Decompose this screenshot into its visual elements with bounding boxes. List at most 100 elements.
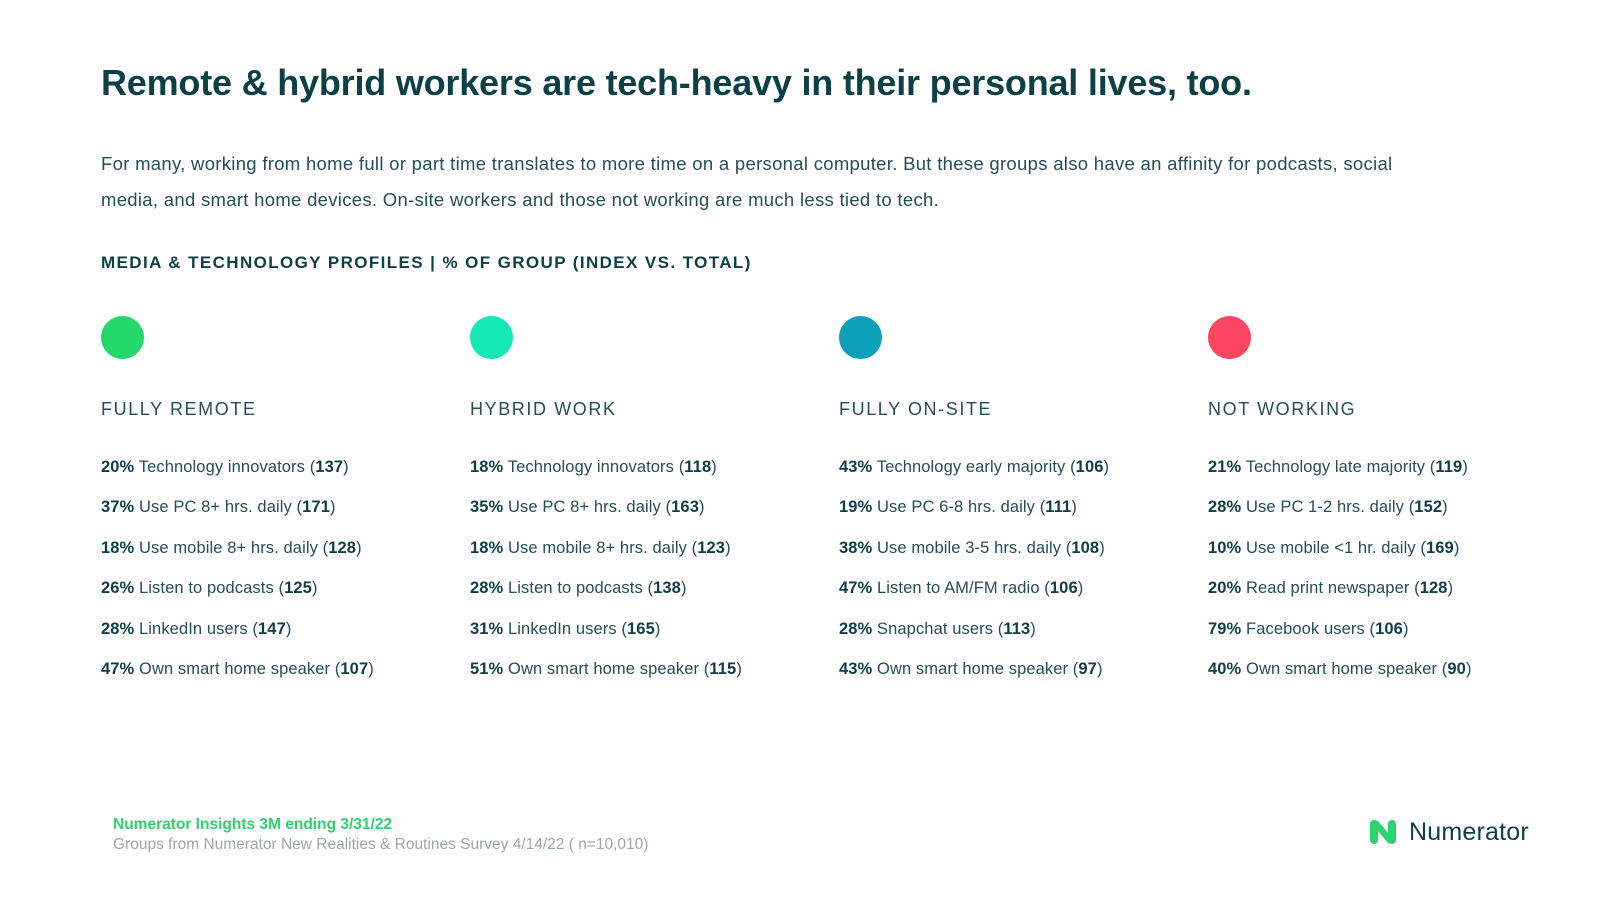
page-title: Remote & hybrid workers are tech-heavy i…: [101, 62, 1252, 103]
footer-source-line: Numerator Insights 3M ending 3/31/22: [113, 816, 393, 833]
stat-index: 138: [653, 579, 681, 598]
stat-label: Listen to podcasts: [139, 579, 274, 598]
stat-percent: 79%: [1208, 619, 1242, 638]
stat-index: 128: [1419, 579, 1448, 598]
stat-item: 79% Facebook users (106): [1208, 619, 1409, 638]
stat-label: Technology early majority: [876, 458, 1066, 476]
stat-label: Facebook users: [1246, 619, 1365, 638]
stat-percent: 28%: [470, 579, 504, 598]
stat-label: LinkedIn users: [139, 619, 248, 638]
group-color-dot-icon: [1208, 316, 1251, 359]
stat-label: Own smart home speaker: [139, 659, 331, 678]
group-name: FULLY ON-SITE: [839, 399, 993, 419]
stat-item: 47% Listen to AM/FM radio (106): [839, 579, 1084, 598]
stat-index: 137: [315, 458, 344, 476]
stat-index: 169: [1425, 538, 1454, 557]
stat-index: 107: [340, 659, 369, 678]
stat-item: 28% LinkedIn users (147): [101, 619, 292, 638]
stat-index: 118: [684, 458, 712, 476]
stat-label: Use PC 6-8 hrs. daily: [877, 498, 1036, 517]
group-column-not-working: NOT WORKING 21% Technology late majority…: [1208, 316, 1548, 700]
stat-label: Snapchat users: [877, 619, 994, 638]
stat-label: Own smart home speaker: [508, 659, 700, 678]
stat-percent: 10%: [1208, 538, 1242, 557]
stat-item: 40% Own smart home speaker (90): [1208, 659, 1472, 678]
stat-index: 106: [1375, 619, 1403, 638]
stat-index: 106: [1049, 579, 1078, 598]
stat-percent: 19%: [839, 498, 873, 517]
stat-index: 97: [1078, 659, 1097, 678]
brand-logo: Numerator: [1368, 817, 1529, 847]
group-column-fully-remote: FULLY REMOTE 20% Technology innovators (…: [101, 316, 441, 700]
stat-index: 125: [284, 579, 312, 598]
stat-percent: 47%: [101, 659, 135, 678]
stat-item: 37% Use PC 8+ hrs. daily (171): [101, 498, 336, 517]
stat-label: Technology innovators: [507, 458, 675, 476]
footer-source: Numerator Insights 3M ending 3/31/22 Gro…: [113, 816, 648, 854]
stat-index: 119: [1435, 458, 1463, 476]
stat-percent: 28%: [839, 619, 873, 638]
stat-index: 163: [671, 498, 699, 517]
group-name: NOT WORKING: [1208, 399, 1357, 419]
stat-percent: 26%: [101, 579, 135, 598]
stat-item: 21% Technology late majority (119): [1208, 458, 1468, 476]
stat-label: Listen to AM/FM radio: [877, 579, 1040, 598]
footer-note-line: Groups from Numerator New Realities & Ro…: [113, 836, 649, 853]
stat-index: 108: [1071, 538, 1100, 557]
stat-item: 18% Technology innovators (118): [470, 458, 717, 476]
stat-percent: 20%: [101, 458, 135, 476]
stat-item: 26% Listen to podcasts (125): [101, 579, 318, 598]
stat-label: Technology innovators: [138, 458, 306, 476]
stat-item: 43% Own smart home speaker (97): [839, 659, 1103, 678]
stat-item: 28% Listen to podcasts (138): [470, 579, 687, 598]
stat-index: 111: [1045, 498, 1072, 517]
brand-name: Numerator: [1409, 817, 1529, 846]
stat-index: 171: [302, 498, 330, 517]
stat-percent: 37%: [101, 498, 135, 517]
group-column-hybrid-work: HYBRID WORK 18% Technology innovators (1…: [470, 316, 810, 700]
stat-index: 147: [258, 619, 286, 638]
stat-item: 47% Own smart home speaker (107): [101, 659, 374, 678]
stat-item: 28% Snapchat users (113): [839, 619, 1036, 638]
stat-label: Use PC 1-2 hrs. daily: [1246, 498, 1405, 517]
section-label: MEDIA & TECHNOLOGY PROFILES | % OF GROUP…: [101, 253, 752, 272]
stat-label: Read print newspaper: [1246, 579, 1410, 598]
stat-item: 20% Read print newspaper (128): [1208, 579, 1454, 598]
stat-percent: 51%: [470, 659, 504, 678]
stat-label: Use mobile 8+ hrs. daily: [139, 538, 318, 557]
stat-item: 18% Use mobile 8+ hrs. daily (128): [101, 538, 362, 557]
stat-index: 128: [328, 538, 357, 557]
stat-label: Technology late majority: [1245, 458, 1426, 476]
stat-label: Use mobile <1 hr. daily: [1246, 538, 1416, 557]
stat-label: Listen to podcasts: [508, 579, 643, 598]
stat-percent: 18%: [101, 538, 135, 557]
stat-index: 113: [1003, 619, 1031, 638]
stat-index: 90: [1447, 659, 1466, 678]
stat-percent: 18%: [470, 458, 504, 476]
stat-list: 20% Technology innovators (137) 37% Use …: [101, 458, 441, 700]
stat-item: 31% LinkedIn users (165): [470, 619, 661, 638]
group-color-dot-icon: [839, 316, 882, 359]
stat-percent: 43%: [839, 659, 873, 678]
stat-percent: 40%: [1208, 659, 1242, 678]
stat-item: 28% Use PC 1-2 hrs. daily (152): [1208, 498, 1448, 517]
stat-label: Use mobile 3-5 hrs. daily: [877, 538, 1062, 557]
stat-percent: 47%: [839, 579, 873, 598]
group-name: HYBRID WORK: [470, 399, 617, 419]
intro-paragraph: For many, working from home full or part…: [101, 153, 1393, 210]
stat-index: 152: [1414, 498, 1443, 517]
stat-item: 35% Use PC 8+ hrs. daily (163): [470, 498, 705, 517]
stat-index: 165: [627, 619, 655, 638]
stat-percent: 35%: [470, 498, 504, 517]
stat-list: 18% Technology innovators (118) 35% Use …: [470, 458, 810, 700]
stat-percent: 43%: [839, 458, 873, 476]
group-name: FULLY REMOTE: [101, 399, 257, 419]
stat-index: 115: [709, 659, 737, 678]
stat-label: Use PC 8+ hrs. daily: [508, 498, 661, 517]
group-color-dot-icon: [470, 316, 513, 359]
stat-percent: 38%: [839, 538, 873, 557]
stat-percent: 28%: [101, 619, 135, 638]
stat-list: 21% Technology late majority (119) 28% U…: [1208, 458, 1548, 700]
numerator-logo-icon: [1370, 820, 1396, 844]
stat-index: 106: [1075, 458, 1104, 476]
